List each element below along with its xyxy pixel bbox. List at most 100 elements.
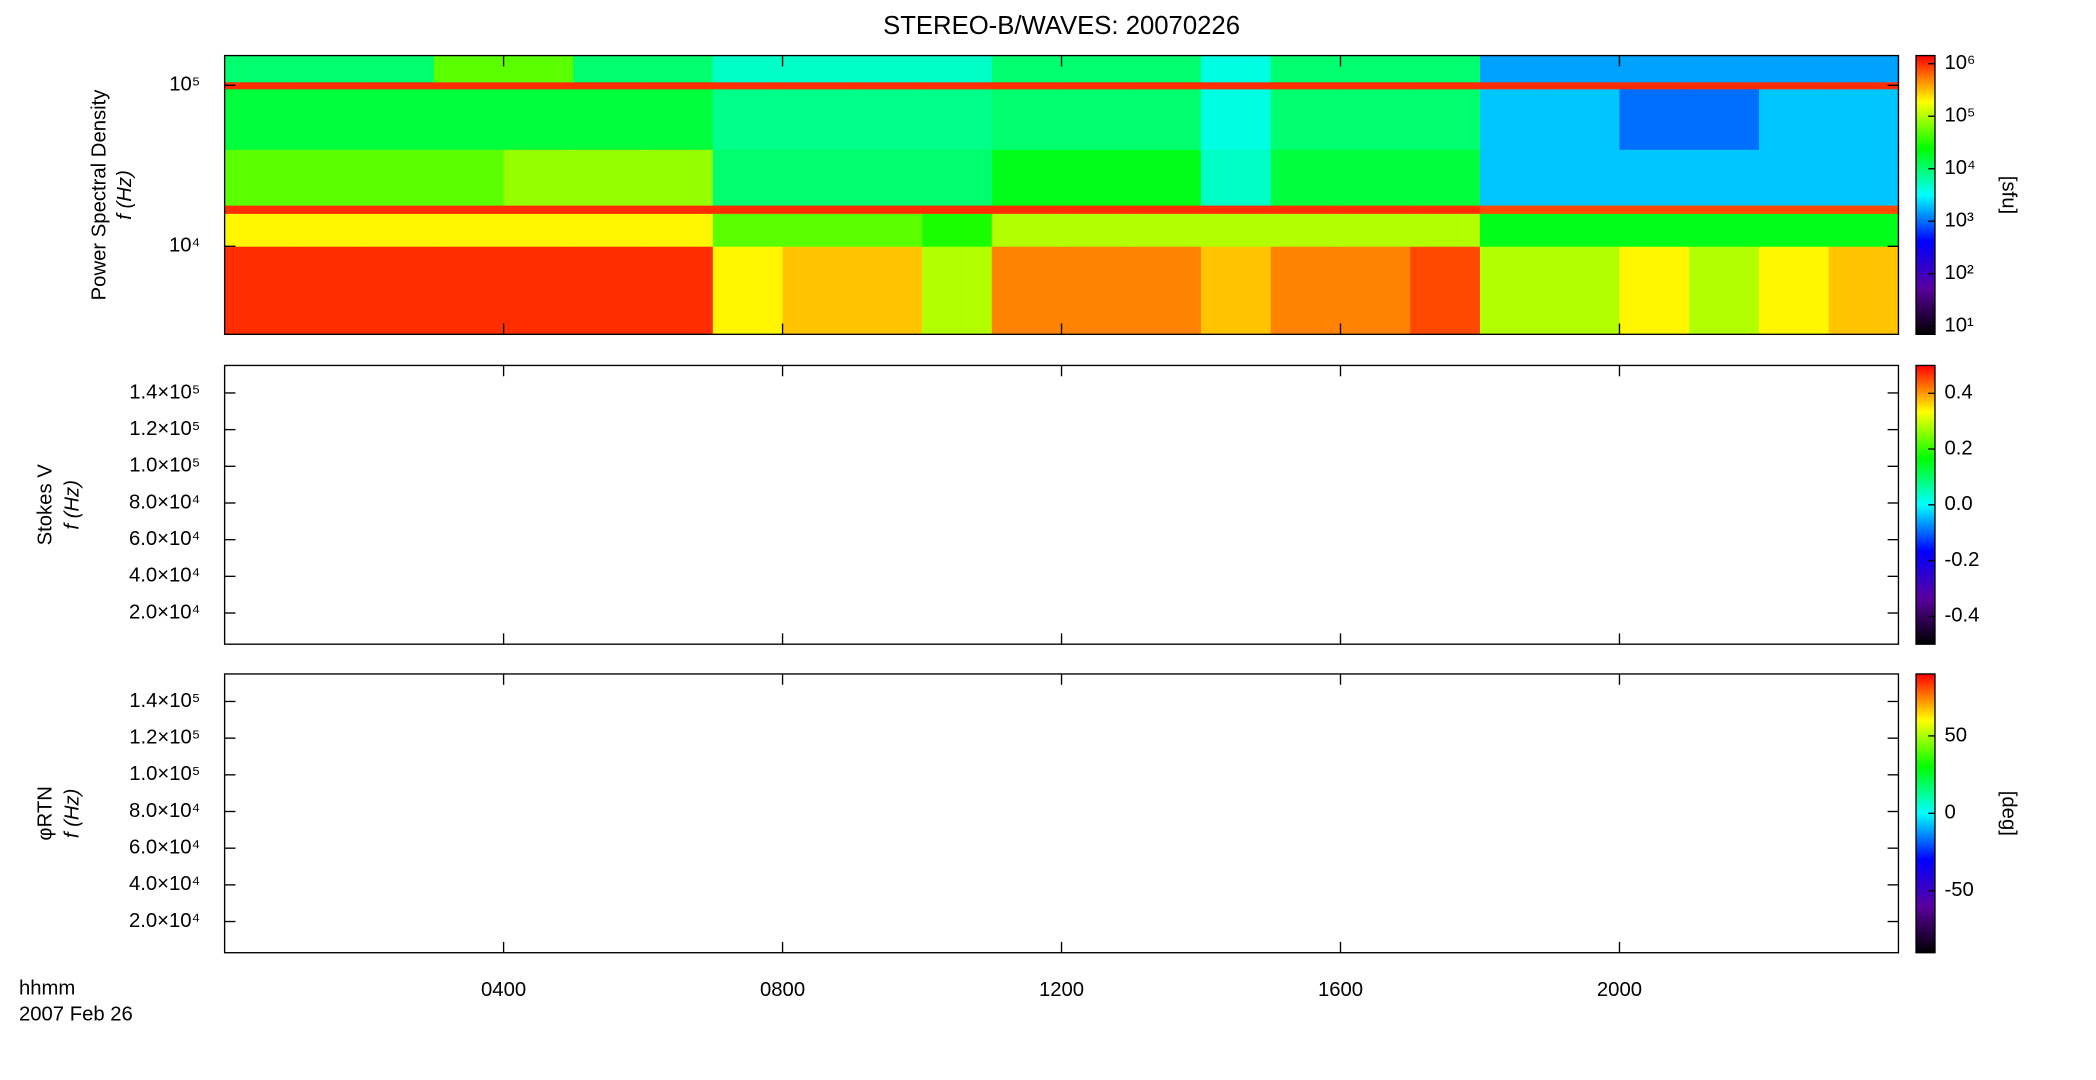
heatmap-cell <box>1689 149 1760 206</box>
heatmap-cell <box>852 149 923 206</box>
heatmap-cell <box>1201 55 1272 83</box>
heatmap-cell <box>1479 88 1551 150</box>
heatmap-cell <box>922 213 993 247</box>
heatmap-cell <box>712 55 784 83</box>
heatmap-cell <box>1549 246 1621 335</box>
heatmap-cell <box>573 205 644 214</box>
heatmap-cell <box>1410 81 1481 90</box>
y-axis-label: f (Hz) <box>61 480 83 530</box>
colorbar-tick-label: 10¹ <box>1944 315 1974 337</box>
heatmap-cell <box>1340 149 1411 206</box>
heatmap-cell <box>1061 205 1132 214</box>
heatmap-cell <box>991 55 1063 83</box>
heatmap-cell <box>573 55 644 83</box>
heatmap-cell <box>1270 81 1342 90</box>
heatmap-cell <box>433 246 505 335</box>
heatmap-cell <box>503 149 575 206</box>
heatmap-cell <box>782 81 853 90</box>
heatmap-cell <box>1410 246 1481 335</box>
colorbar-tick-label: -50 <box>1944 879 1973 901</box>
heatmap-cell <box>782 88 853 150</box>
heatmap-cell <box>1619 213 1690 247</box>
heatmap-cell <box>1131 246 1202 335</box>
heatmap-cell <box>1619 246 1690 335</box>
heatmap-cell <box>1758 149 1830 206</box>
y-tick-label: 2.0×10⁴ <box>129 910 200 932</box>
heatmap-cell <box>1270 246 1342 335</box>
heatmap-cell <box>224 81 296 90</box>
heatmap-cell <box>922 246 993 335</box>
heatmap-cell <box>224 213 296 247</box>
heatmap-cell <box>1061 149 1132 206</box>
heatmap-cell <box>1201 246 1272 335</box>
y-tick-label: 6.0×10⁴ <box>129 528 200 550</box>
x-tick-label: 2000 <box>1597 979 1642 1001</box>
heatmap-cell <box>573 88 644 150</box>
heatmap-cell <box>1131 88 1202 150</box>
heatmap-cell <box>1619 55 1690 83</box>
heatmap-cell <box>1689 246 1760 335</box>
heatmap-cell <box>1340 88 1411 150</box>
heatmap-cell <box>1479 213 1551 247</box>
heatmap-cell <box>782 213 853 247</box>
heatmap-cell <box>1131 213 1202 247</box>
y-tick-label: 8.0×10⁴ <box>129 491 200 513</box>
heatmap-cell <box>1201 213 1272 247</box>
heatmap-cell <box>991 205 1063 214</box>
colorbar-tick-label: 0.0 <box>1944 493 1972 515</box>
heatmap-cell <box>1061 55 1132 83</box>
heatmap-cell <box>1061 88 1132 150</box>
chart-title: STEREO-B/WAVES: 20070226 <box>883 12 1240 40</box>
heatmap-cell <box>1201 205 1272 214</box>
colorbar-tick-label: 0 <box>1944 802 1955 824</box>
colorbar-tick-label: -0.4 <box>1944 605 1979 627</box>
heatmap-cell <box>1340 246 1411 335</box>
colorbar-tick-label: 10² <box>1944 262 1974 284</box>
colorbar-label: [deg] <box>1998 791 2020 836</box>
heatmap-cell <box>364 213 435 247</box>
heatmap-cell <box>712 213 784 247</box>
heatmap-cell <box>1689 88 1760 150</box>
heatmap-cell <box>991 88 1063 150</box>
heatmap-cell <box>1340 213 1411 247</box>
heatmap-cell <box>573 81 644 90</box>
y-tick-label: 1.4×10⁵ <box>129 690 200 712</box>
heatmap-cell <box>643 149 714 206</box>
x-tick-label: 1600 <box>1318 979 1363 1001</box>
heatmap-cell <box>364 55 435 83</box>
x-tick-label: 0800 <box>760 979 805 1001</box>
heatmap-cell <box>852 55 923 83</box>
heatmap-cell <box>1410 88 1481 150</box>
heatmap-cell <box>364 149 435 206</box>
heatmap-cell <box>712 149 784 206</box>
colorbar-tick-label: 50 <box>1944 724 1967 746</box>
heatmap-cell <box>503 88 575 150</box>
date-label: 2007 Feb 26 <box>19 1003 133 1025</box>
plot-frame <box>223 673 1900 954</box>
heatmap-cell <box>1410 55 1481 83</box>
heatmap-cell <box>1828 246 1900 335</box>
colorbar-tick-label: 10⁶ <box>1944 52 1975 74</box>
heatmap-cell <box>782 246 853 335</box>
heatmap-cell <box>1619 149 1690 206</box>
heatmap-cell <box>922 149 993 206</box>
heatmap-cell <box>224 149 296 206</box>
heatmap-cell <box>294 246 365 335</box>
heatmap-cell <box>1758 213 1830 247</box>
heatmap-cell <box>224 55 296 83</box>
y-tick-label: 1.4×10⁵ <box>129 381 200 403</box>
y-tick-label: 6.0×10⁴ <box>129 837 200 859</box>
heatmap-cell <box>1270 55 1342 83</box>
heatmap-cell <box>643 81 714 90</box>
heatmap-cell <box>573 213 644 247</box>
heatmap-cell <box>1549 81 1621 90</box>
heatmap-cell <box>991 81 1063 90</box>
heatmap-cell <box>1479 81 1551 90</box>
heatmap-cell <box>991 213 1063 247</box>
colorbar-label: [sfu] <box>1998 176 2020 214</box>
heatmap-cell <box>1758 246 1830 335</box>
y-axis-label: Stokes V <box>34 464 56 546</box>
heatmap-cell <box>364 246 435 335</box>
heatmap-cell <box>1549 149 1621 206</box>
colorbar-tick-label: 10⁴ <box>1944 157 1975 179</box>
